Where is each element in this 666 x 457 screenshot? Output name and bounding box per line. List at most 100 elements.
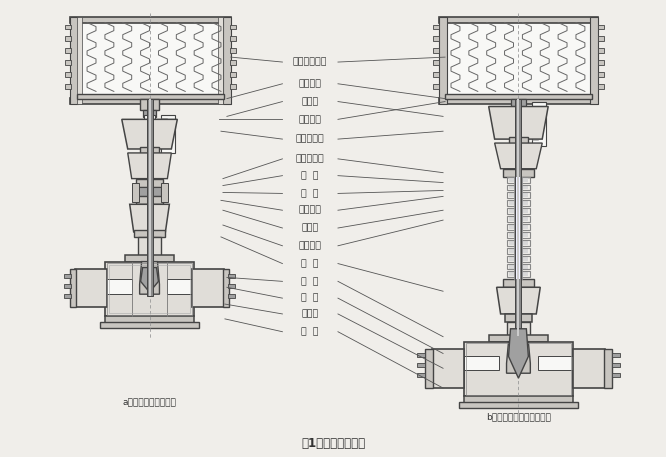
Text: 阀  芯: 阀 芯	[302, 277, 319, 286]
Bar	[509, 209, 528, 213]
Bar	[507, 248, 530, 254]
Bar	[509, 186, 528, 190]
Bar	[611, 363, 619, 367]
Bar	[147, 99, 153, 296]
Bar	[432, 349, 464, 388]
Bar	[611, 353, 619, 357]
Text: 填  料: 填 料	[302, 189, 319, 198]
Text: 波纹管: 波纹管	[302, 223, 319, 233]
Bar	[507, 264, 530, 270]
Bar	[223, 270, 229, 307]
Polygon shape	[122, 119, 177, 149]
Bar	[105, 316, 194, 324]
Bar	[515, 99, 521, 336]
Bar	[136, 179, 163, 186]
Bar	[134, 230, 165, 237]
Bar	[439, 16, 598, 22]
Bar	[105, 261, 194, 316]
Bar	[459, 402, 578, 408]
Bar	[509, 202, 528, 205]
Bar	[65, 84, 71, 89]
Text: 六角螺母: 六角螺母	[298, 79, 322, 88]
Bar	[509, 225, 528, 229]
Polygon shape	[128, 153, 171, 179]
Bar	[65, 60, 71, 65]
Bar	[138, 237, 161, 257]
Bar	[507, 192, 530, 198]
Bar	[511, 99, 526, 106]
Bar	[65, 48, 71, 53]
Polygon shape	[497, 287, 540, 314]
Bar	[503, 169, 534, 177]
Bar	[598, 37, 603, 41]
Bar	[149, 99, 151, 296]
Bar	[507, 224, 530, 230]
Bar	[425, 349, 433, 388]
Bar	[138, 186, 161, 197]
Bar	[107, 263, 192, 315]
Bar	[433, 37, 439, 41]
Bar	[70, 16, 78, 104]
Bar	[418, 363, 425, 367]
Bar	[509, 241, 528, 245]
Bar	[228, 275, 235, 278]
Bar	[464, 396, 573, 404]
Bar	[466, 343, 571, 395]
Bar	[228, 294, 235, 298]
Bar	[64, 284, 71, 288]
Bar	[603, 349, 611, 388]
Bar	[77, 21, 224, 98]
Bar	[136, 197, 163, 204]
Bar	[64, 294, 71, 298]
Bar	[505, 314, 532, 322]
Text: 气动执行机构: 气动执行机构	[293, 58, 328, 67]
Bar	[507, 322, 530, 337]
Bar	[75, 270, 107, 307]
Text: 压  盖: 压 盖	[302, 171, 319, 180]
Bar	[509, 249, 528, 253]
Bar	[144, 115, 155, 120]
Polygon shape	[495, 143, 542, 169]
Bar	[223, 16, 231, 104]
Bar	[125, 255, 174, 261]
Bar	[509, 193, 528, 197]
Text: a、普通型气动调节阀: a、普通型气动调节阀	[123, 398, 176, 407]
Polygon shape	[105, 279, 132, 294]
Bar	[598, 84, 603, 89]
Text: 图1、调节阀结构图: 图1、调节阀结构图	[301, 437, 365, 451]
Bar	[509, 257, 528, 260]
Bar	[507, 185, 530, 191]
Bar	[77, 16, 82, 104]
Bar	[598, 48, 603, 53]
Bar	[433, 72, 439, 77]
Bar	[611, 373, 619, 377]
Bar	[514, 177, 522, 279]
Bar	[445, 21, 592, 98]
Bar	[532, 101, 546, 146]
Text: 螺丝螺母: 螺丝螺母	[298, 206, 322, 215]
Polygon shape	[489, 106, 548, 139]
Bar	[132, 182, 139, 202]
Polygon shape	[130, 204, 169, 232]
Bar	[509, 233, 528, 237]
Text: 行程标尺: 行程标尺	[298, 115, 322, 124]
Bar	[517, 99, 519, 336]
Text: 波纹管上盖: 波纹管上盖	[296, 154, 324, 163]
Bar	[509, 178, 528, 181]
Bar	[109, 265, 190, 313]
Text: 衬里层: 衬里层	[302, 309, 319, 319]
Bar	[140, 147, 159, 155]
Bar	[507, 240, 530, 246]
Bar	[230, 48, 236, 53]
Polygon shape	[141, 267, 159, 292]
Bar	[218, 16, 223, 104]
Bar	[161, 182, 168, 202]
Bar	[105, 261, 132, 316]
Polygon shape	[167, 279, 194, 294]
Bar	[65, 37, 71, 41]
Bar	[573, 349, 605, 388]
Bar	[509, 272, 528, 276]
Bar	[100, 322, 199, 328]
Bar	[70, 270, 76, 307]
Bar	[230, 25, 236, 29]
